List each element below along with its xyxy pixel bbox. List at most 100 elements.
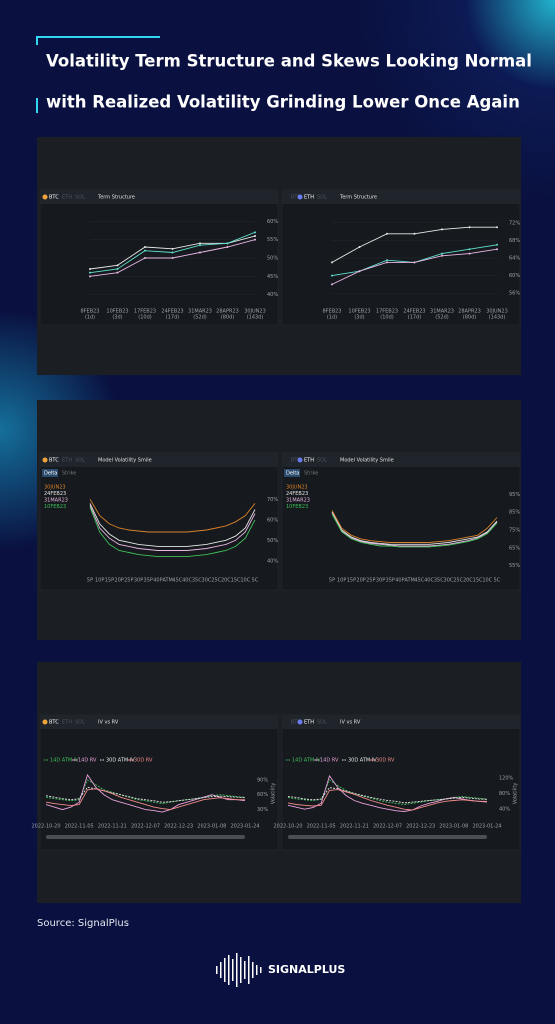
asset-tab: SOL bbox=[317, 720, 327, 726]
x-tick-label: 40P bbox=[395, 578, 404, 584]
chart-header bbox=[282, 453, 520, 467]
x-tick-label: 30P bbox=[376, 578, 385, 584]
x-tick-label: 2022-12-07 bbox=[373, 824, 402, 830]
asset-tab: ETH bbox=[304, 720, 314, 726]
x-tick-label: 10FEB23 bbox=[348, 309, 370, 315]
x-tick-label: 25C bbox=[453, 578, 463, 584]
series-line bbox=[45, 773, 246, 813]
asset-tab: ETH bbox=[62, 458, 72, 464]
legend-entry: 24FEB23 bbox=[44, 491, 66, 497]
point bbox=[89, 268, 91, 270]
y-tick-label: 50% bbox=[267, 256, 278, 262]
y-tick-label: 60% bbox=[267, 517, 278, 523]
point bbox=[171, 247, 174, 250]
point bbox=[226, 242, 229, 245]
point bbox=[413, 261, 416, 264]
series-line bbox=[331, 513, 498, 548]
legend-entry: 30D RV bbox=[134, 758, 153, 764]
series-line bbox=[287, 787, 488, 804]
legend-entry: 14D ATM IV bbox=[292, 758, 321, 764]
point bbox=[116, 271, 119, 274]
x-tick-label: 10FEB23 bbox=[106, 309, 128, 315]
x-tick-label: 2023-01-08 bbox=[197, 824, 226, 830]
point bbox=[199, 242, 201, 245]
x-tick-sublabel: (52d) bbox=[435, 315, 448, 321]
x-tick-label: 10P bbox=[337, 578, 346, 584]
legend-entry: 10FEB23 bbox=[44, 504, 66, 510]
point bbox=[116, 264, 119, 267]
series-line bbox=[331, 511, 498, 545]
point bbox=[331, 274, 333, 277]
point bbox=[116, 268, 119, 270]
chart-title: Model Volatility Smile bbox=[98, 458, 152, 464]
point bbox=[441, 254, 443, 257]
chart-header bbox=[282, 190, 520, 204]
point bbox=[441, 252, 443, 255]
x-tick-label: 45C bbox=[414, 578, 424, 584]
x-tick-label: 2022-12-23 bbox=[164, 824, 193, 830]
series-line bbox=[45, 786, 246, 803]
scrollbar bbox=[288, 835, 487, 839]
source: Source: SignalPlus bbox=[37, 918, 129, 929]
x-tick-sublabel: (10d) bbox=[380, 315, 393, 321]
x-tick-label: 20P bbox=[114, 578, 123, 584]
asset-tab: ETH bbox=[62, 720, 72, 726]
asset-icon bbox=[297, 719, 303, 725]
y-tick-label: 60% bbox=[257, 792, 268, 798]
logo-mark bbox=[216, 953, 262, 987]
x-tick-sublabel: (3d) bbox=[354, 315, 364, 321]
asset-icon bbox=[42, 457, 48, 463]
series-line bbox=[89, 507, 256, 558]
x-tick-label: 28APR23 bbox=[216, 309, 239, 315]
asset-tab: ETH bbox=[304, 195, 314, 201]
point bbox=[331, 261, 333, 264]
point bbox=[468, 248, 471, 251]
mode-tab: Strike bbox=[62, 471, 76, 477]
x-tick-sublabel: (17d) bbox=[408, 315, 421, 321]
x-tick-label: 30C bbox=[202, 578, 212, 584]
x-tick-label: 2023-01-24 bbox=[230, 824, 259, 830]
x-tick-label: 5C bbox=[252, 578, 259, 584]
series-line bbox=[45, 788, 245, 811]
x-tick-label: 30C bbox=[444, 578, 454, 584]
x-tick-label: 15C bbox=[231, 578, 241, 584]
asset-tab: BTC bbox=[49, 195, 59, 201]
legend-entry: 14D RV bbox=[78, 758, 97, 764]
asset-tab: SOL bbox=[75, 458, 85, 464]
chart-panel bbox=[39, 452, 279, 591]
x-tick-label: 20P bbox=[356, 578, 365, 584]
asset-tab: BTC bbox=[49, 720, 59, 726]
asset-tab: SOL bbox=[75, 720, 85, 726]
bracket bbox=[36, 36, 160, 45]
y-tick-label: 120% bbox=[499, 775, 514, 781]
y-tick-label: 70% bbox=[267, 497, 278, 503]
asset-tab: SOL bbox=[317, 195, 327, 201]
y-axis-label: Volatility bbox=[513, 783, 519, 805]
y-tick-label: 60% bbox=[267, 219, 278, 225]
scrollbar bbox=[46, 835, 245, 839]
y-tick-label: 30% bbox=[257, 807, 268, 813]
asset-tab: BTC bbox=[291, 458, 301, 464]
chart-panel bbox=[39, 714, 279, 851]
point bbox=[254, 231, 256, 234]
x-tick-label: 28APR23 bbox=[458, 309, 481, 315]
y-tick-label: 60% bbox=[509, 273, 520, 279]
series-line bbox=[331, 511, 498, 547]
series-line bbox=[45, 779, 246, 805]
y-tick-label: 56% bbox=[509, 291, 520, 297]
title-line: with Realized Volatility Grinding Lower … bbox=[46, 93, 520, 112]
x-tick-label: 2022-10-20 bbox=[31, 824, 60, 830]
x-tick-label: 35C bbox=[192, 578, 202, 584]
series-line bbox=[287, 774, 488, 812]
point bbox=[331, 283, 333, 286]
legend-entry: 30D RV bbox=[376, 758, 395, 764]
x-tick-label: 2022-10-20 bbox=[273, 824, 302, 830]
y-tick-label: 68% bbox=[509, 238, 520, 244]
asset-tab: BTC bbox=[291, 195, 301, 201]
mode-tab-bg bbox=[42, 469, 58, 477]
x-tick-sublabel: (1d) bbox=[85, 315, 95, 321]
x-tick-label: 30JUN23 bbox=[244, 309, 266, 315]
legend-entry: 30D ATM IV bbox=[348, 758, 377, 764]
point bbox=[89, 275, 91, 278]
x-tick-label: 5C bbox=[494, 578, 501, 584]
